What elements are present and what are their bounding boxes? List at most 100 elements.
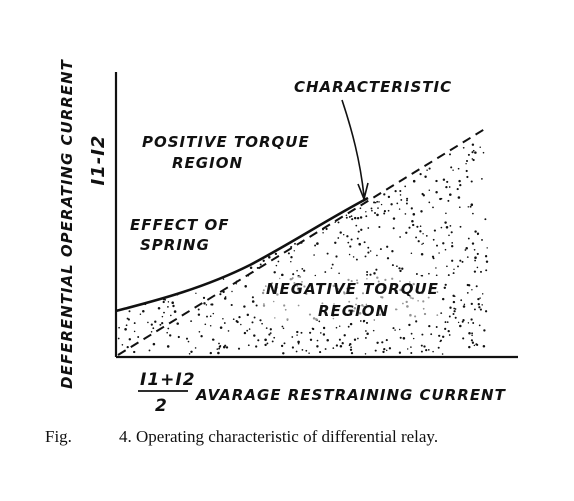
stipple-dot <box>423 345 426 348</box>
stipple-dot <box>319 351 322 354</box>
stipple-dot <box>238 315 241 319</box>
stipple-dot <box>405 231 408 234</box>
stipple-dot <box>202 296 206 300</box>
stipple-dot <box>358 242 362 246</box>
stipple-dot <box>265 327 268 329</box>
stipple-dot <box>462 305 466 308</box>
stipple-dot <box>223 297 227 300</box>
stipple-dot <box>240 323 242 326</box>
stipple-dot <box>365 330 367 332</box>
stipple-dot <box>471 242 475 245</box>
stipple-dot <box>435 267 437 269</box>
stipple-dot <box>353 216 357 220</box>
stipple-dot <box>339 231 342 234</box>
stipple-dot <box>471 341 475 344</box>
stipple-dot <box>410 346 412 348</box>
stipple-dot <box>150 323 153 326</box>
stipple-dot <box>126 345 129 349</box>
stipple-dot <box>425 349 428 352</box>
stipple-dot <box>483 329 486 332</box>
stipple-dot <box>420 350 423 353</box>
stipple-dot <box>161 315 164 318</box>
stipple-dot <box>190 320 193 323</box>
negative-region-label-line1: NEGATIVE TORQUE <box>266 280 439 298</box>
stipple-dot <box>218 342 220 345</box>
stipple-dot <box>457 265 459 268</box>
stipple-dot <box>461 320 464 323</box>
stipple-dot <box>392 227 395 230</box>
stipple-dot <box>266 342 269 345</box>
characteristic-label: CHARACTERISTIC <box>294 78 452 96</box>
stipple-dot <box>473 270 477 273</box>
stipple-dot <box>118 326 120 329</box>
stipple-dot <box>147 321 149 324</box>
stipple-dot <box>458 206 461 209</box>
stipple-dot <box>374 212 376 214</box>
stipple-dot <box>478 324 481 327</box>
stipple-dot <box>405 202 408 205</box>
stipple-dot <box>255 304 258 307</box>
stipple-dot <box>419 230 422 233</box>
stipple-dot <box>419 173 422 176</box>
stipple-dot <box>391 264 394 267</box>
stipple-dot <box>465 246 468 250</box>
stipple-dot <box>476 266 479 269</box>
stipple-dot <box>484 310 488 313</box>
stipple-dot <box>247 344 250 347</box>
stipple-dot <box>297 340 300 344</box>
stipple-dot <box>353 338 357 341</box>
stipple-dot <box>459 324 462 328</box>
stipple-dot <box>350 346 352 349</box>
stipple-dot <box>445 212 447 215</box>
stipple-dot <box>481 293 484 295</box>
stipple-dot <box>177 335 180 339</box>
stipple-dot <box>464 249 467 251</box>
stipple-dot <box>128 310 131 313</box>
stipple-dot <box>430 333 433 336</box>
stipple-dot <box>296 269 298 272</box>
stipple-dot <box>290 260 292 263</box>
stipple-dot <box>167 306 169 308</box>
stipple-dot <box>445 185 448 189</box>
stipple-dot <box>359 207 362 210</box>
stipple-dot <box>274 252 278 256</box>
stipple-dot <box>470 203 474 206</box>
stipple-dot <box>255 345 258 348</box>
stipple-dot <box>301 268 304 270</box>
stipple-dot <box>386 245 389 248</box>
stipple-dot <box>357 337 359 340</box>
stipple-dot <box>399 269 402 273</box>
x-axis-formula-numerator: I1+I2 <box>140 370 196 390</box>
stipple-dot <box>486 247 488 249</box>
stipple-dot <box>442 242 445 245</box>
stipple-dot <box>431 255 435 258</box>
stipple-dot <box>381 341 384 344</box>
stipple-dot <box>365 211 367 213</box>
stipple-dot <box>249 266 253 270</box>
stipple-dot <box>451 259 454 262</box>
stipple-dot <box>453 310 456 313</box>
stipple-dot <box>231 290 233 293</box>
stipple-dot <box>282 352 285 355</box>
stipple-dot <box>415 320 418 323</box>
stipple-dot <box>257 339 260 342</box>
stipple-dot <box>166 345 170 348</box>
stipple-dot <box>366 271 369 273</box>
stipple-dot <box>474 230 477 233</box>
stipple-dot <box>367 246 370 249</box>
stipple-dot <box>164 298 167 301</box>
stipple-dot <box>452 300 456 304</box>
stipple-dot <box>484 218 487 221</box>
stipple-dot <box>440 339 442 342</box>
stipple-dot <box>440 226 443 229</box>
stipple-dot <box>367 251 370 254</box>
stipple-dot <box>170 314 172 317</box>
stipple-dot <box>218 345 222 348</box>
stipple-dot <box>262 259 265 262</box>
stipple-dot <box>227 330 230 332</box>
stipple-dot <box>438 252 440 254</box>
stipple-dot <box>383 347 386 351</box>
stipple-dot <box>154 320 157 323</box>
stipple-dot <box>372 329 375 332</box>
stipple-dot <box>387 209 390 212</box>
